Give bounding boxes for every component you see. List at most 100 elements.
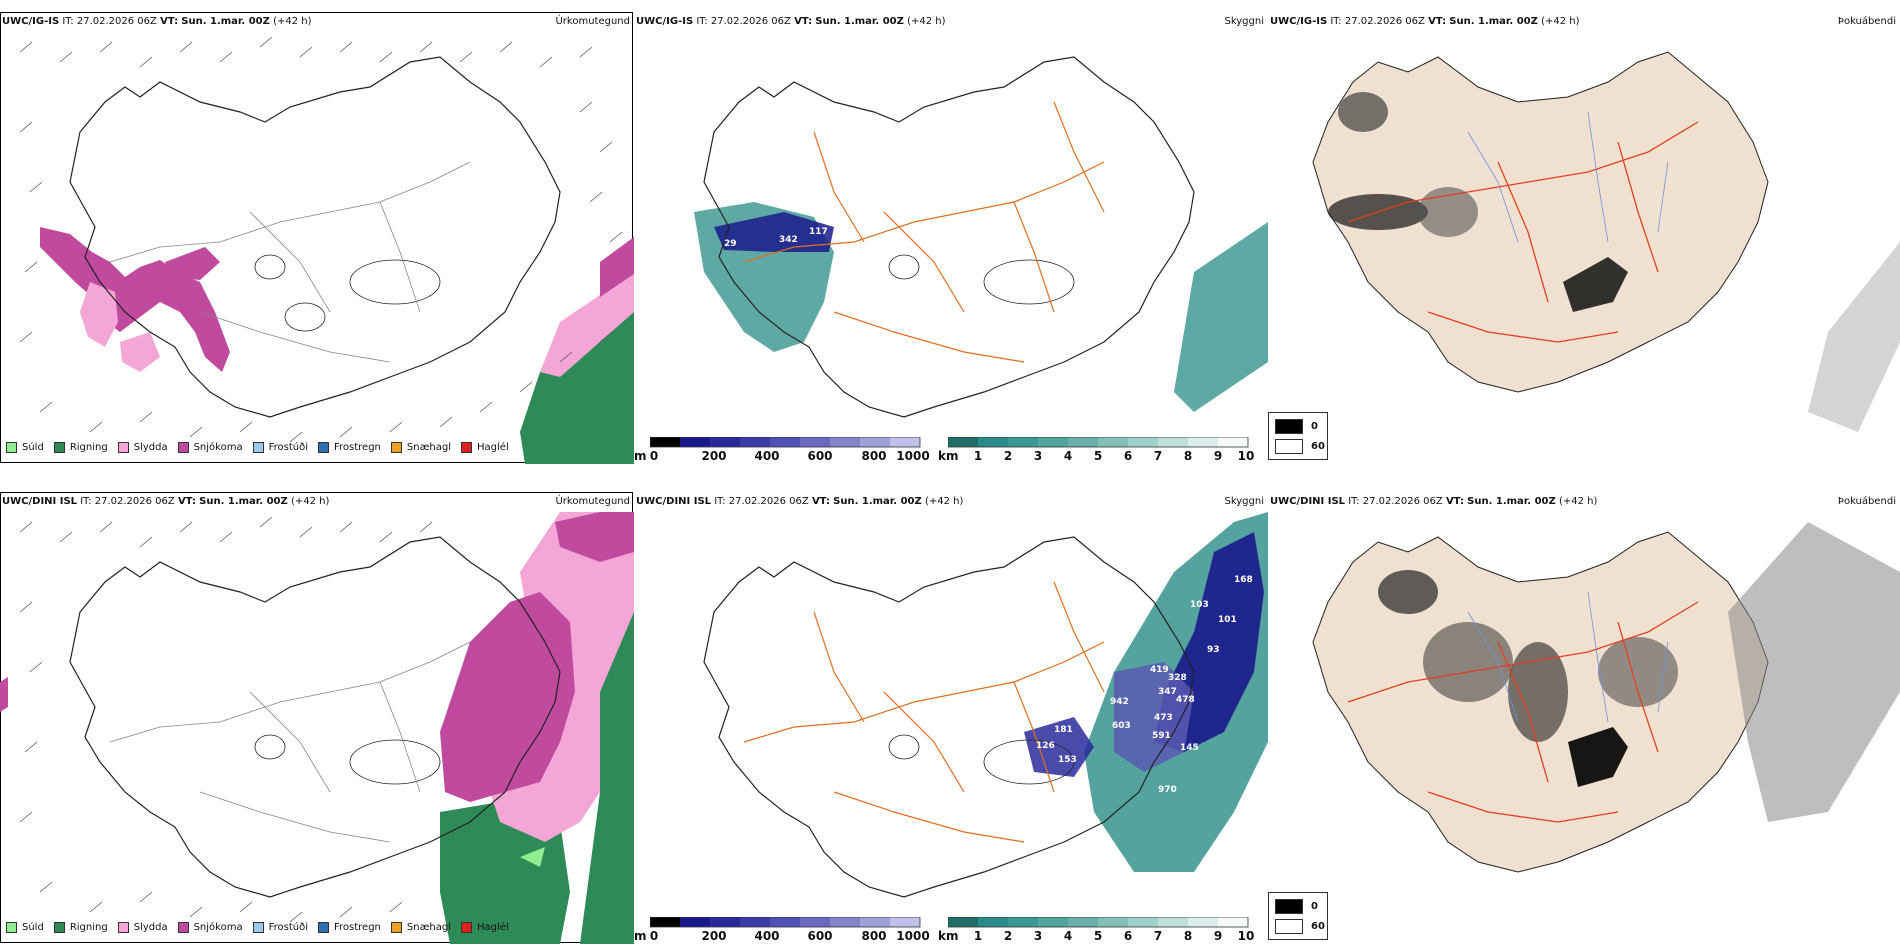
it-value: 27.02.2026 06Z xyxy=(710,16,791,27)
km-colorbar-bottom: km 1 2 3 4 5 6 7 8 9 10 xyxy=(938,917,1268,944)
meter-tick: 800 xyxy=(861,449,887,463)
fog-legend-row: 60 xyxy=(1275,919,1325,934)
legend-swatch xyxy=(177,922,189,933)
vt-label: VT: xyxy=(794,16,813,27)
vt-label: VT: xyxy=(160,16,179,27)
fog-legend-value: 0 xyxy=(1311,421,1318,432)
sleet-area xyxy=(540,272,634,377)
it-label: IT: xyxy=(1330,16,1342,27)
fog-map-top-svg xyxy=(1312,51,1900,432)
cloud-label: 168 xyxy=(1234,575,1253,585)
low-cloud-area xyxy=(1024,717,1094,777)
it-label: IT: xyxy=(62,16,74,27)
fog-legend-bottom: 0 60 xyxy=(1268,892,1328,940)
iceland-outline xyxy=(703,536,1195,898)
model-name: UWC/DINI ISL xyxy=(636,496,712,507)
cloud-label: 347 xyxy=(1158,687,1177,697)
meter-tick: 1000 xyxy=(896,449,930,463)
meter-tick: 0 xyxy=(649,929,659,943)
river-network xyxy=(1467,591,1669,723)
km-tick: 5 xyxy=(1093,929,1103,943)
km-tick: 7 xyxy=(1153,929,1163,943)
fog-map-top: UWC/IG-IS IT: 27.02.2026 06Z VT: Sun. 1.… xyxy=(1268,12,1900,464)
fog-legend-row: 0 xyxy=(1275,899,1318,914)
legend-label: Rigning xyxy=(69,442,108,453)
km-unit: km xyxy=(938,929,959,943)
km-tick: 10 xyxy=(1237,929,1255,943)
legend-item: Rigning xyxy=(53,922,108,933)
meter-colorbar-svg xyxy=(650,917,921,928)
vt-value: Sun. 1.mar. 00Z xyxy=(1467,496,1556,507)
fog-legend-value: 0 xyxy=(1311,901,1318,912)
vt-value: Sun. 1.mar. 00Z xyxy=(833,496,922,507)
cloud-label: 473 xyxy=(1154,713,1173,723)
km-tick: 3 xyxy=(1033,929,1043,943)
legend-item: Frostúði xyxy=(252,922,308,933)
lead-time: (+42 h) xyxy=(924,496,964,507)
legend-swatch xyxy=(117,922,129,933)
cloud-label: 93 xyxy=(1207,645,1220,655)
cloud-label: 101 xyxy=(1218,615,1237,625)
cloud-base-map-bottom: 168 103 101 93 419 328 347 478 942 603 4… xyxy=(634,492,1268,944)
legend-label: Snjókoma xyxy=(193,922,243,933)
panel-title-fog: Þokuábendi xyxy=(1837,16,1896,27)
fog-legend-row: 60 xyxy=(1275,439,1325,454)
legend-item: Frostúði xyxy=(252,442,308,453)
snow-area xyxy=(0,677,8,712)
legend-item: Snjókoma xyxy=(177,442,243,453)
meter-tick: 1000 xyxy=(896,929,930,943)
vt-value: Sun. 1.mar. 00Z xyxy=(181,16,270,27)
fog-patch xyxy=(1423,622,1513,702)
legend-label: Haglél xyxy=(477,922,509,933)
lead-time: (+42 h) xyxy=(1541,16,1580,27)
road-network xyxy=(109,641,471,843)
it-value: 27.02.2026 06Z xyxy=(1362,496,1443,507)
cloud-label: 603 xyxy=(1112,721,1131,731)
km-colorbar-svg xyxy=(948,437,1249,448)
iceland-outline xyxy=(69,536,561,898)
km-tick: 6 xyxy=(1123,449,1133,463)
cloud-label: 145 xyxy=(1180,743,1199,753)
road-network xyxy=(1347,121,1699,343)
drizzle-area xyxy=(520,847,545,867)
legend-label: Súld xyxy=(22,922,44,933)
fog-legend-top: 0 60 xyxy=(1268,412,1328,460)
legend-item: Haglél xyxy=(461,442,509,453)
km-tick: 9 xyxy=(1213,929,1223,943)
vt-label: VT: xyxy=(1428,16,1447,27)
header-top-cloud: UWC/IG-IS IT: 27.02.2026 06Z VT: Sun. 1.… xyxy=(636,16,946,27)
precip-type-map-top: UWC/IG-IS IT: 27.02.2026 06Z VT: Sun. 1.… xyxy=(0,12,634,464)
legend-swatch xyxy=(461,442,473,453)
km-colorbar-svg xyxy=(948,917,1249,928)
road-network xyxy=(743,581,1105,843)
legend-swatch xyxy=(53,442,65,453)
low-cloud-area xyxy=(1114,662,1194,772)
cloud-label: 591 xyxy=(1152,731,1171,741)
km-colorbar-top: km 1 2 3 4 5 6 7 8 9 10 xyxy=(938,437,1268,464)
legend-swatch xyxy=(252,442,264,453)
road-network xyxy=(743,101,1105,363)
header-bottom-fog: UWC/DINI ISL IT: 27.02.2026 06Z VT: Sun.… xyxy=(1270,496,1597,507)
legend-swatch xyxy=(390,922,402,933)
meter-colorbar-svg xyxy=(650,437,921,448)
fog-legend-row: 0 xyxy=(1275,419,1318,434)
low-visibility-area xyxy=(1174,222,1268,412)
legend-item: Slydda xyxy=(117,922,168,933)
legend-swatch xyxy=(53,922,65,933)
meter-colorbar-bottom: m 0 200 400 600 800 1000 xyxy=(634,917,944,944)
vt-value: Sun. 1.mar. 00Z xyxy=(815,16,904,27)
rain-area xyxy=(580,572,634,944)
meter-tick: 600 xyxy=(807,449,833,463)
legend-swatch xyxy=(318,922,329,933)
precip-map-bottom-svg xyxy=(0,492,634,944)
cloud-label: 328 xyxy=(1168,673,1187,683)
model-name: UWC/DINI ISL xyxy=(2,496,78,507)
cloud-label: 970 xyxy=(1158,785,1177,795)
it-value: 27.02.2026 06Z xyxy=(1344,16,1425,27)
legend-item: Slydda xyxy=(117,442,168,453)
legend-item: Rigning xyxy=(53,442,108,453)
snow-area xyxy=(165,247,220,280)
cloud-base-map-top: 117 342 23 118 29 UWC/IG-IS IT: 27.02.20… xyxy=(634,12,1268,464)
vt-value: Sun. 1.mar. 00Z xyxy=(1449,16,1538,27)
river-network xyxy=(1467,111,1669,243)
